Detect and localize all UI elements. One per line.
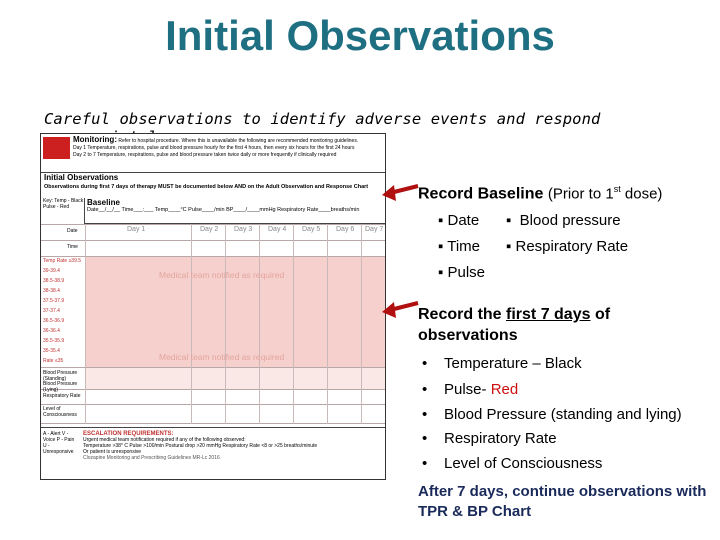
baseline-heading-sup: st bbox=[613, 184, 621, 194]
initial-observations-title: Initial Observations bbox=[44, 173, 119, 182]
observation-item-label: Respiratory Rate bbox=[444, 430, 557, 447]
row-label: 35-35.4 bbox=[43, 348, 60, 354]
monitoring-title: Monitoring: bbox=[73, 135, 117, 144]
observation-item-label: Level of Consciousness bbox=[444, 455, 603, 472]
consciousness-label: Level of Consciousness bbox=[43, 406, 77, 418]
observation-item: • Level of Consciousness bbox=[422, 455, 602, 472]
first-7-days-heading: Record the first 7 days of observations bbox=[418, 304, 678, 346]
row-label: 38.5-38.9 bbox=[43, 278, 65, 284]
monitoring-text: Refer to hospital procedure. Where this … bbox=[118, 138, 359, 144]
baseline-item-label: Respiratory Rate bbox=[515, 238, 629, 255]
baseline-item-label: Time bbox=[447, 238, 481, 255]
observation-item: • Blood Pressure (standing and lying) bbox=[422, 406, 682, 423]
baseline-heading-paren-end: dose) bbox=[620, 185, 663, 203]
baseline-fields: Date__/__/__ Time___:___ Temp____°C Puls… bbox=[87, 207, 360, 213]
resp-rate-label: Respiratory Rate bbox=[43, 393, 81, 399]
arrow-icon bbox=[382, 184, 419, 201]
bullet-icon: • bbox=[422, 455, 428, 472]
watermark-text: Medical team notified as required bbox=[159, 270, 285, 280]
row-label: Rate ≤35 bbox=[43, 358, 64, 364]
baseline-row: Baseline Date__/__/__ Time___:___ Temp__… bbox=[85, 198, 385, 224]
observation-item: • Pulse- Red bbox=[422, 381, 518, 398]
observation-item-color: Red bbox=[490, 381, 519, 398]
baseline-item-label: Blood pressure bbox=[519, 212, 621, 229]
bullet-icon: ▪ bbox=[506, 212, 512, 229]
bp-lying-label: Blood Pressure (Lying) bbox=[43, 381, 78, 393]
heading-post: of observations bbox=[418, 306, 611, 344]
escalation-footer: Clozapine Monitoring and Prescribing Gui… bbox=[83, 455, 220, 461]
bullet-icon: ▪ bbox=[506, 238, 512, 255]
monitoring-section: Monitoring: Refer to hospital procedure.… bbox=[41, 134, 385, 173]
observation-item: • Temperature – Black bbox=[422, 355, 582, 372]
avpu-key: A - Alert V - Voice P - Pain U - Unrespo… bbox=[43, 431, 75, 455]
bullet-icon: ▪ bbox=[438, 264, 444, 281]
page-title: Initial Observations bbox=[165, 12, 555, 59]
bullet-icon: ▪ bbox=[438, 212, 444, 229]
row-label: 37.5-37.9 bbox=[43, 298, 65, 304]
baseline-heading-paren: (Prior to 1 bbox=[547, 185, 614, 203]
row-label: 36.5-36.9 bbox=[43, 318, 65, 324]
day-label: Day 5 bbox=[302, 226, 321, 233]
key-text: Key: Temp - Black Pulse - Red bbox=[43, 198, 84, 210]
row-label: 37-37.4 bbox=[43, 308, 60, 314]
bullet-icon: • bbox=[422, 430, 428, 447]
row-label: 36-36.4 bbox=[43, 328, 60, 334]
row-label: 38-38.4 bbox=[43, 288, 60, 294]
continue-observations-note: After 7 days, continue observations with… bbox=[418, 483, 707, 520]
observation-item: • Respiratory Rate bbox=[422, 430, 557, 447]
day-label: Day 3 bbox=[234, 226, 253, 233]
escalation-section: A - Alert V - Voice P - Pain U - Unrespo… bbox=[41, 427, 385, 479]
bullet-icon: • bbox=[422, 381, 428, 398]
day-label: Day 2 bbox=[200, 226, 219, 233]
baseline-item: ▪ Respiratory Rate bbox=[506, 238, 628, 255]
escalation-title: ESCALATION REQUIREMENTS: bbox=[83, 431, 174, 437]
bp-band bbox=[85, 367, 385, 389]
baseline-item: ▪ Date bbox=[438, 212, 479, 229]
monitoring-day1: Day 1 Temperature, respirations, pulse a… bbox=[73, 145, 355, 151]
baseline-item: ▪ Pulse bbox=[438, 264, 485, 281]
initial-observations-text: Observations during first 7 days of ther… bbox=[44, 184, 369, 190]
bullet-icon: • bbox=[422, 355, 428, 372]
day-label: Day 7 bbox=[365, 226, 384, 233]
bp-standing-label: Blood Pressure (Standing) bbox=[43, 370, 78, 382]
day-label: Day 6 bbox=[336, 226, 355, 233]
temp-pulse-band bbox=[85, 256, 385, 367]
heading-underline: first 7 days bbox=[506, 306, 591, 323]
date-label: Date bbox=[67, 228, 78, 234]
bullet-icon: • bbox=[422, 406, 428, 423]
baseline-item-label: Date bbox=[447, 212, 480, 229]
escalation-text-3: Or patient is unresponsive bbox=[83, 449, 142, 455]
observation-item-label: Temperature – Black bbox=[444, 355, 582, 372]
key-box: Key: Temp - Black Pulse - Red bbox=[41, 198, 85, 224]
monitoring-day2: Day 2 to 7 Temperature, respirations, pu… bbox=[73, 152, 337, 158]
baseline-heading-text: Record Baseline bbox=[418, 185, 544, 203]
watermark-text: Medical team notified as required bbox=[159, 352, 285, 362]
initial-observations-header: Initial Observations Observations during… bbox=[41, 174, 385, 196]
bullet-icon: ▪ bbox=[438, 238, 444, 255]
row-label: Temp Rate ≥39.5 bbox=[43, 258, 82, 264]
time-label: Time bbox=[67, 244, 78, 250]
row-label: 35.5-35.9 bbox=[43, 338, 65, 344]
baseline-item: ▪ Time bbox=[438, 238, 480, 255]
day-label: Day 4 bbox=[268, 226, 287, 233]
baseline-item: ▪ Blood pressure bbox=[506, 212, 621, 229]
observation-grid: Date Time Day 1 Day 2 Day 3 Day 4 Day 5 … bbox=[41, 224, 385, 424]
baseline-item-label: Pulse bbox=[447, 264, 486, 281]
form-logo-block bbox=[43, 137, 70, 159]
observation-item-label: Pulse- bbox=[444, 381, 491, 398]
heading-pre: Record the bbox=[418, 306, 507, 323]
escalation-text-1: Urgent medical team notification require… bbox=[83, 437, 246, 443]
observation-item-label: Blood Pressure (standing and lying) bbox=[444, 406, 682, 423]
escalation-text-2: Temperature >38° C Pulse >100/min Postur… bbox=[83, 443, 318, 449]
day-label: Day 1 bbox=[127, 226, 146, 233]
arrow-icon bbox=[382, 301, 419, 318]
observation-form: Monitoring: Refer to hospital procedure.… bbox=[40, 133, 386, 480]
baseline-title: Baseline bbox=[87, 198, 120, 207]
baseline-heading: Record Baseline (Prior to 1st dose) bbox=[418, 184, 662, 203]
row-label: 39-39.4 bbox=[43, 268, 60, 274]
